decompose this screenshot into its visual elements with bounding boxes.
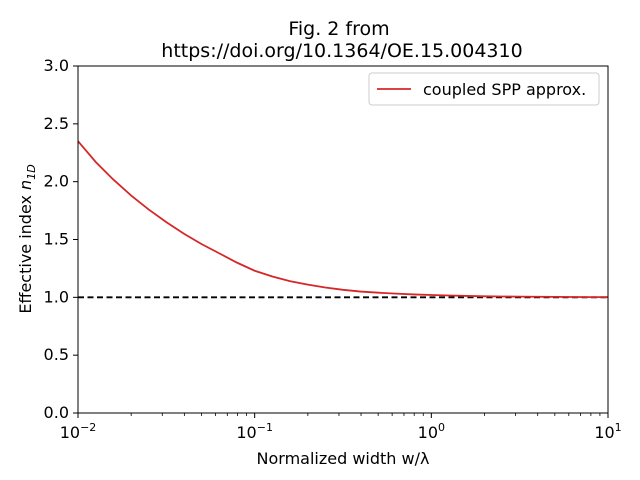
y-axis-label: Effective index n1D: [16, 164, 38, 313]
x-tick-label: 10−1: [236, 421, 273, 442]
y-tick-label: 2.5: [44, 114, 69, 133]
x-axis-ticks: 10−2 10−1 100 101: [60, 413, 622, 442]
y-tick-label: 3.0: [44, 56, 69, 75]
x-tick-label: 100: [418, 421, 445, 442]
y-tick-label: 1.5: [44, 230, 69, 249]
legend: coupled SPP approx.: [368, 72, 600, 106]
legend-box: [368, 72, 600, 106]
y-tick-label: 1.0: [44, 287, 69, 306]
x-tick-label: 10−2: [60, 421, 97, 442]
series-line-coupled-spp: [77, 140, 608, 299]
y-tick-label: 2.0: [44, 172, 69, 191]
x-tick-label: 101: [594, 421, 621, 442]
chart-title-line1: Fig. 2 from: [288, 18, 389, 40]
y-tick-label: 0.0: [44, 403, 69, 422]
x-axis-label: Normalized width w/λ: [257, 449, 430, 468]
plot-frame: [77, 65, 609, 414]
legend-label: coupled SPP approx.: [423, 80, 586, 99]
y-axis-ticks: 0.0 0.5 1.0 1.5 2.0 2.5 3.0: [44, 56, 78, 422]
y-tick-label: 0.5: [44, 345, 69, 364]
chart-title-line2: https://doi.org/10.1364/OE.15.004310: [161, 40, 522, 62]
